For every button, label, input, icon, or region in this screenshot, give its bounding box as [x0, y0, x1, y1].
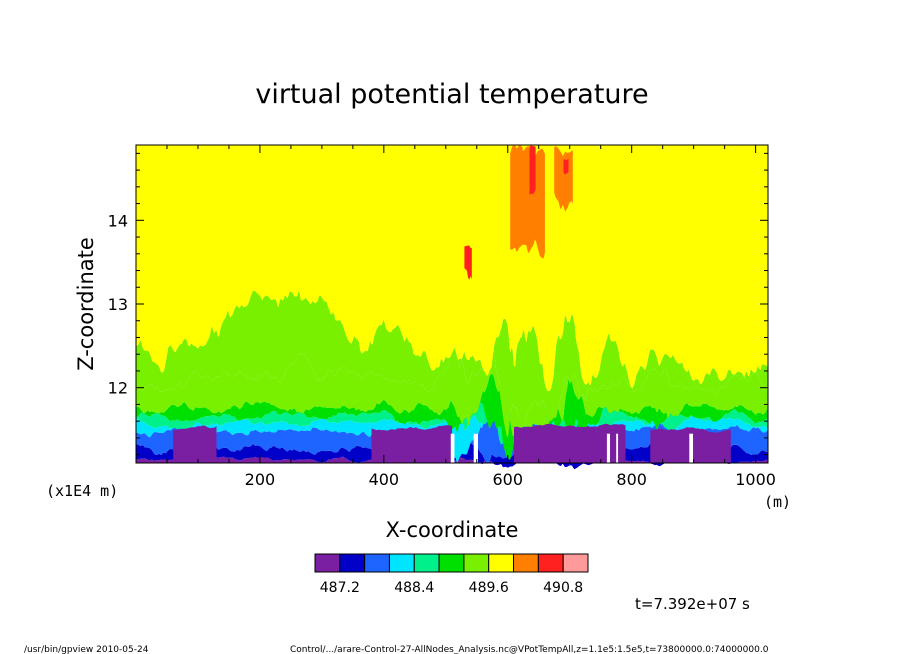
y-axis-label: Z-coordinate [74, 237, 98, 371]
colorbar-swatch [463, 553, 490, 573]
colorbar-swatch [388, 553, 415, 573]
x-tick-label: 600 [492, 470, 523, 489]
x-unit-label: (m) [764, 493, 791, 511]
colorbar-swatch [339, 553, 366, 573]
colorbar-swatch [513, 553, 539, 573]
axis-ticks: 200 400 600 800 1000 12 13 14 [108, 145, 776, 489]
footer-right: Control/.../arare-Control-27-AllNodes_An… [290, 645, 769, 654]
y-tick-label: 13 [108, 295, 128, 314]
colorbar-swatch [314, 553, 341, 573]
colorbar: 487.2 488.4 489.6 490.8 [314, 553, 589, 596]
x-tick-label: 400 [369, 470, 400, 489]
colorbar-swatch [364, 553, 390, 573]
colorbar-swatch [413, 553, 440, 573]
y-tick-label: 12 [108, 379, 128, 398]
y-tick-label: 14 [108, 211, 128, 230]
x-tick-label: 800 [616, 470, 647, 489]
contour-field [136, 145, 768, 470]
footer-left: /usr/bin/gpview 2010-05-24 [24, 645, 149, 654]
time-label: t=7.392e+07 s [635, 595, 750, 613]
x-axis-label: X-coordinate [386, 518, 519, 542]
y-scale-note: (x1E4 m) [46, 482, 118, 500]
x-tick-label: 1000 [735, 470, 776, 489]
colorbar-label: 487.2 [320, 580, 360, 596]
colorbar-label: 489.6 [469, 580, 509, 596]
x-tick-label: 200 [245, 470, 276, 489]
colorbar-label: 490.8 [543, 580, 583, 596]
chart-title: virtual potential temperature [255, 79, 648, 110]
colorbar-label: 488.4 [394, 580, 434, 596]
colorbar-swatch [562, 553, 589, 573]
colorbar-swatch [438, 553, 465, 573]
colorbar-swatch [488, 553, 515, 573]
colorbar-swatch [537, 553, 564, 573]
